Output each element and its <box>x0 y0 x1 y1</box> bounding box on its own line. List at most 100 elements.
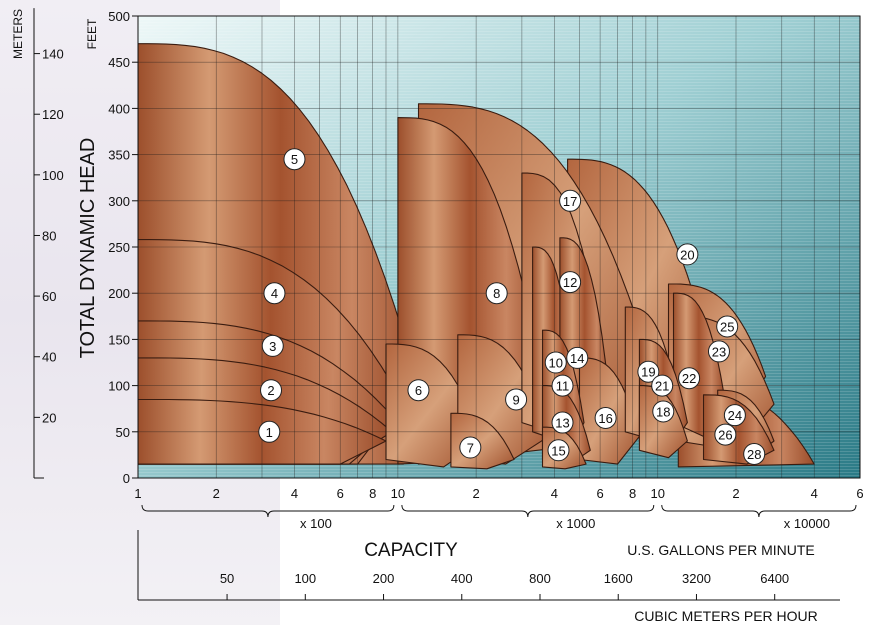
region-label-circle <box>559 271 582 294</box>
region-label-circle <box>551 411 574 434</box>
region-label: 19 <box>641 365 655 380</box>
ylabel-meters: METERS <box>11 9 25 59</box>
region-label: 15 <box>551 443 565 458</box>
region-label: 1 <box>266 425 273 440</box>
region-label-circle <box>547 439 570 462</box>
m3h-tick-label: 800 <box>529 571 551 586</box>
x-tick-label: 4 <box>551 486 558 501</box>
x-tick-label: 6 <box>337 486 344 501</box>
y-tick-label-meters: 40 <box>42 350 56 365</box>
ylabel-feet: FEET <box>85 18 99 49</box>
region-label: 9 <box>512 392 519 407</box>
region-label-circle <box>723 404 746 427</box>
x-axis-title: CAPACITY <box>364 540 458 561</box>
m3h-tick-label: 6400 <box>760 571 789 586</box>
y-tick-label-feet: 150 <box>108 332 130 347</box>
x-tick-label: 8 <box>369 486 376 501</box>
m3h-tick-label: 200 <box>373 571 395 586</box>
region-label-circle <box>544 351 567 374</box>
y-tick-label-feet: 100 <box>108 379 130 394</box>
region-label: 16 <box>598 411 612 426</box>
y-tick-label-feet: 450 <box>108 55 130 70</box>
y-tick-label-feet: 400 <box>108 101 130 116</box>
y-tick-label-meters: 60 <box>42 289 56 304</box>
region-label: 10 <box>549 356 563 371</box>
y-tick-label-feet: 500 <box>108 9 130 24</box>
y-axis-title: TOTAL DYNAMIC HEAD <box>77 138 99 359</box>
region-label-circle <box>678 367 701 390</box>
region-label-circle <box>485 282 508 305</box>
region-label: 14 <box>570 351 584 366</box>
region-label: 8 <box>493 286 500 301</box>
region-label-circle <box>260 379 283 402</box>
y-tick-label-feet: 250 <box>108 240 130 255</box>
m3h-tick-label: 100 <box>294 571 316 586</box>
region-label: 5 <box>291 152 298 167</box>
y-tick-label-feet: 350 <box>108 148 130 163</box>
x-tick-label: 6 <box>596 486 603 501</box>
x-tick-label: 4 <box>291 486 298 501</box>
region-label: 23 <box>712 344 726 359</box>
y-tick-label-feet: 300 <box>108 194 130 209</box>
x-tick-label: 4 <box>811 486 818 501</box>
region-label: 22 <box>682 371 696 386</box>
region-label: 20 <box>680 247 694 262</box>
x-tick-label: 8 <box>629 486 636 501</box>
region-label-circle <box>258 420 281 443</box>
region-label: 17 <box>563 194 577 209</box>
region-label-circle <box>459 436 482 459</box>
x-tick-label: 2 <box>473 486 480 501</box>
x-unit-gpm: U.S. GALLONS PER MINUTE <box>627 542 814 558</box>
region-label: 26 <box>718 428 732 443</box>
x-multiplier-brace <box>141 504 395 518</box>
m3h-tick-label: 400 <box>451 571 473 586</box>
x-tick-label: 1 <box>134 486 141 501</box>
region-label: 11 <box>556 379 570 394</box>
m3h-tick-label: 50 <box>220 571 234 586</box>
region-label-circle <box>716 315 739 338</box>
region-label-circle <box>676 243 699 266</box>
region-label-circle <box>714 423 737 446</box>
region-label-circle <box>261 334 284 357</box>
y-tick-label-meters: 120 <box>42 107 64 122</box>
y-tick-label-feet: 0 <box>123 471 130 486</box>
region-label-circle <box>743 442 766 465</box>
region-label-circle <box>594 406 617 429</box>
region-label: 4 <box>271 286 278 301</box>
y-tick-label-meters: 80 <box>42 228 56 243</box>
region-label: 6 <box>415 383 422 398</box>
x-multiplier-brace <box>661 504 857 518</box>
x-multiplier-label: x 10000 <box>784 516 830 531</box>
x-tick-label: 10 <box>651 486 665 501</box>
region-label: 18 <box>656 404 670 419</box>
x-tick-label: 6 <box>856 486 863 501</box>
axis-labels: METERS FEET TOTAL DYNAMIC HEAD CAPACITY … <box>11 9 818 624</box>
region-label: 2 <box>267 383 274 398</box>
region-label-circle <box>505 388 528 411</box>
y-tick-label-meters: 100 <box>42 168 64 183</box>
x-multiplier-label: x 1000 <box>556 516 595 531</box>
m3h-tick-label: 3200 <box>682 571 711 586</box>
region-label-circle <box>407 379 430 402</box>
region-label: 28 <box>747 447 761 462</box>
region-label: 7 <box>467 441 474 456</box>
m3h-tick-label: 1600 <box>604 571 633 586</box>
region-label: 3 <box>269 339 276 354</box>
y-tick-label-meters: 20 <box>42 410 56 425</box>
y-tick-label-feet: 200 <box>108 286 130 301</box>
x-unit-m3h: CUBIC METERS PER HOUR <box>634 608 818 624</box>
axes: 0 50 100 150 200 250 300 350 400 450 500 20 40 60 80 10… <box>33 8 864 601</box>
region-label: 13 <box>555 416 569 431</box>
y-tick-label-meters: 140 <box>42 47 64 62</box>
region-label-circle <box>283 148 306 171</box>
x-tick-label: 2 <box>732 486 739 501</box>
region-label-circle <box>566 346 589 369</box>
x-multiplier-brace <box>401 504 655 518</box>
region-label: 25 <box>720 319 734 334</box>
region-label: 24 <box>728 408 742 423</box>
region-label-circle <box>651 374 674 397</box>
